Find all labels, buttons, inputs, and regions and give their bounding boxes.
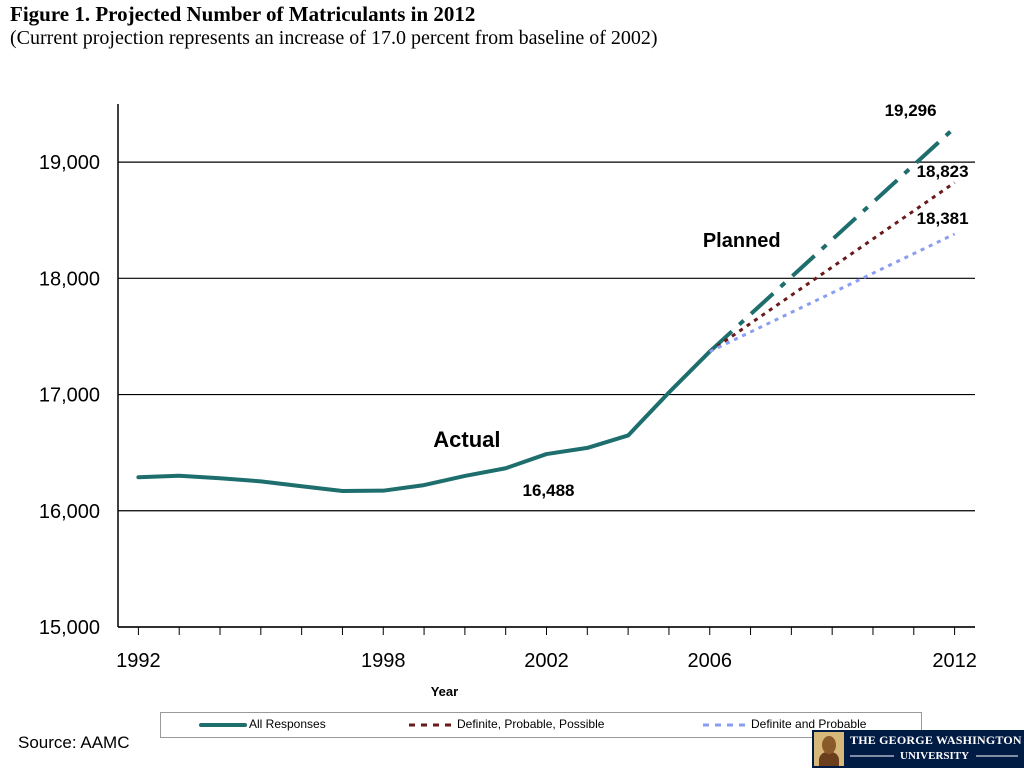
legend-item-definite-probable-possible: Definite, Probable, Possible <box>407 717 604 731</box>
series-line-all-responses <box>136 349 712 494</box>
legend-label: Definite, Probable, Possible <box>457 717 605 731</box>
x-tick-label: 2012 <box>932 650 977 672</box>
logo-rule <box>850 755 1018 757</box>
line-chart: 15,000 16,000 17,000 18,000 19,000 1992 1998 20… <box>39 101 977 699</box>
series-line-definite-probable-possible <box>708 181 956 353</box>
university-logo: THE GEORGE WASHINGTON UNIVERSITY <box>812 730 1024 768</box>
y-tick-label: 15,000 <box>39 617 100 639</box>
y-tick-label: 16,000 <box>39 501 100 523</box>
x-tick-label: 1998 <box>361 650 406 672</box>
legend-swatch-solid <box>199 722 247 727</box>
figure-subtitle: (Current projection represents an increa… <box>10 27 658 49</box>
chart-legend: All Responses Definite, Probable, Possib… <box>160 712 922 738</box>
annotation-label: Actual <box>433 427 500 452</box>
logo-university: UNIVERSITY <box>900 750 970 762</box>
annotation-label: 19,296 <box>885 101 937 120</box>
annotation-label: Planned <box>703 230 781 252</box>
chart-labels: 15,000 16,000 17,000 18,000 19,000 1992 1998 20… <box>39 101 977 699</box>
legend-label: Definite and Probable <box>751 717 867 731</box>
logo-line-1: THE GEORGE WASHINGTON <box>850 733 1022 747</box>
annotation-label: 18,381 <box>917 209 969 228</box>
series-lines <box>136 126 956 494</box>
x-tick-label: 2006 <box>687 650 732 672</box>
series-line-definite-and-probable <box>709 232 956 353</box>
legend-swatch-dotted <box>703 723 747 727</box>
washington-seal-icon <box>814 732 844 766</box>
y-tick-label: 17,000 <box>39 385 100 407</box>
x-tick-label: 2002 <box>524 650 569 672</box>
y-tick-label: 19,000 <box>39 152 100 174</box>
annotation-label: 16,488 <box>523 481 575 500</box>
figure-title: Figure 1. Projected Number of Matriculan… <box>10 2 476 26</box>
legend-label: All Responses <box>249 717 326 731</box>
annotation-label: 18,823 <box>917 162 969 181</box>
axes <box>117 104 975 635</box>
grid-lines <box>118 161 975 628</box>
legend-swatch-dotted <box>409 723 453 727</box>
legend-item-all-responses: All Responses <box>199 717 326 731</box>
x-tick-label: 1992 <box>116 650 161 672</box>
y-tick-label: 18,000 <box>39 268 100 290</box>
source-note: Source: AAMC <box>18 733 130 752</box>
legend-item-definite-and-probable: Definite and Probable <box>701 717 866 731</box>
x-axis-label: Year <box>431 684 458 699</box>
